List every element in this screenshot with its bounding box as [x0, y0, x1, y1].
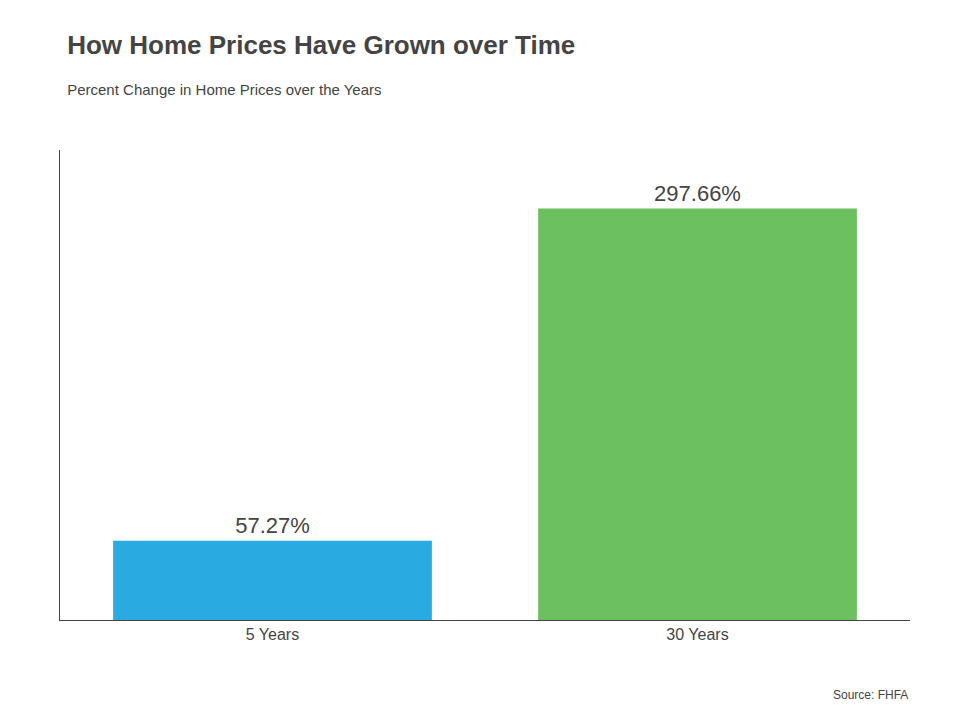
svg-text:Source: FHFA: Source: FHFA	[833, 688, 908, 702]
svg-text:297.66%: 297.66%	[654, 181, 741, 206]
svg-text:57.27%: 57.27%	[235, 513, 310, 538]
svg-text:Percent Change in Home Prices: Percent Change in Home Prices over the Y…	[67, 81, 381, 98]
svg-text:30 Years: 30 Years	[666, 626, 728, 643]
svg-text:5 Years: 5 Years	[246, 626, 299, 643]
svg-text:How Home Prices Have Grown ove: How Home Prices Have Grown over Time	[67, 30, 575, 60]
